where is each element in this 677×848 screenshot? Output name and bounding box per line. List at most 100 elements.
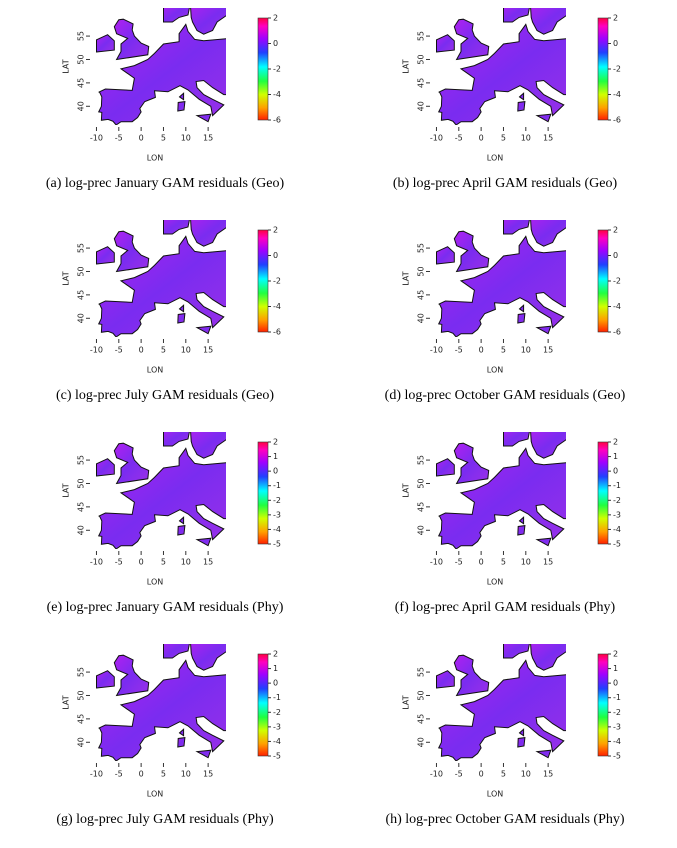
x-axis-label: LON [487,154,503,163]
colorbar-tick-label: 1 [613,664,618,673]
x-tick-label: 5 [161,346,166,355]
land [518,304,525,313]
colorbar-tick-label: 2 [273,438,278,447]
land [178,92,185,101]
colorbar [597,229,609,333]
land [530,8,566,35]
land [503,644,530,659]
land [530,220,566,247]
x-tick-label: 5 [161,770,166,779]
x-tick-label: 0 [139,558,144,567]
caption: (h) log-prec October GAM residuals (Phy) [385,812,624,827]
land [517,313,526,324]
y-axis-label: LAT [402,59,411,73]
x-tick-label: 0 [139,346,144,355]
land [535,113,552,123]
colorbar-tick-label: 0 [613,39,618,48]
colorbar-tick-label: 2 [273,650,278,659]
land [96,458,115,477]
caption: (a) log-prec January GAM residuals (Geo) [46,176,285,191]
colorbar-tick-label: -2 [273,708,281,717]
land [113,18,150,61]
x-axis-label: LON [147,366,163,375]
x-tick-label: -5 [115,134,123,143]
land [517,525,526,536]
x-tick-label: 15 [543,134,553,143]
y-tick-label: 45 [77,714,86,724]
y-tick-label: 50 [77,266,86,276]
caption: (c) log-prec July GAM residuals (Geo) [56,388,274,403]
colorbar-tick-label: -2 [273,277,281,286]
colorbar [257,229,269,333]
land [517,101,526,112]
colorbar-tick-label: -2 [273,65,281,74]
colorbar-tick-label: -4 [613,90,621,99]
land [535,537,552,547]
colorbar-tick-label: -1 [273,693,281,702]
x-tick-label: -5 [455,346,463,355]
x-tick-label: 15 [203,770,213,779]
colorbar-tick-label: 2 [613,226,618,235]
land [97,235,226,337]
x-tick-label: -10 [430,346,443,355]
colorbar-tick-label: -3 [273,722,281,731]
land [190,432,226,459]
land [453,442,490,485]
land [518,92,525,101]
colorbar-tick-label: -6 [273,116,281,125]
land [178,728,185,737]
colorbar-tick-label: 0 [613,679,618,688]
land [503,8,530,23]
x-tick-label: 15 [543,346,553,355]
y-tick-label: 40 [417,101,426,111]
map [436,432,566,549]
land [190,220,226,247]
colorbar-tick-label: 2 [613,438,618,447]
caption: (g) log-prec July GAM residuals (Phy) [56,812,274,827]
colorbar-tick-label: -4 [273,302,281,311]
x-tick-label: -10 [90,558,103,567]
land [178,516,185,525]
x-tick-label: 15 [203,346,213,355]
colorbar-tick-label: -2 [613,65,621,74]
y-tick-label: 55 [77,667,86,677]
panel: -10 -5 0 5 10 15 40 45 50 55 LON LAT 2 0 -2 -4 -6 (d) log… [385,220,626,403]
x-tick-label: -5 [115,346,123,355]
y-tick-label: 50 [417,690,426,700]
y-tick-label: 45 [417,78,426,88]
x-tick-label: 15 [203,558,213,567]
land [195,749,212,759]
colorbar [257,441,269,545]
y-tick-label: 40 [417,313,426,323]
colorbar-tick-label: -5 [273,540,281,549]
land [163,8,190,23]
colorbar-tick-label: -2 [613,277,621,286]
land [177,737,186,748]
land [518,728,525,737]
y-tick-label: 40 [77,525,86,535]
x-tick-label: -10 [90,770,103,779]
colorbar-tick-label: -4 [273,90,281,99]
land [190,8,226,35]
panel: -10 -5 0 5 10 15 40 45 50 55 LON LAT 2 0 -2 -4 -6 (c) log… [56,220,281,403]
y-axis-label: LAT [62,59,71,73]
x-tick-label: -10 [90,346,103,355]
colorbar-tick-label: -5 [273,752,281,761]
map [96,8,226,125]
land [177,313,186,324]
colorbar-tick-label: -1 [613,481,621,490]
land [535,325,552,335]
colorbar-tick-label: 0 [273,39,278,48]
x-tick-label: 5 [501,770,506,779]
colorbar-tick-label: 1 [273,452,278,461]
land [97,23,226,125]
land [436,246,455,265]
colorbar-tick-label: -2 [613,708,621,717]
y-tick-label: 40 [417,525,426,535]
x-tick-label: 10 [521,346,531,355]
land [96,34,115,53]
y-tick-label: 55 [417,31,426,41]
y-tick-label: 55 [77,31,86,41]
map [436,644,566,761]
x-tick-label: 10 [181,558,191,567]
